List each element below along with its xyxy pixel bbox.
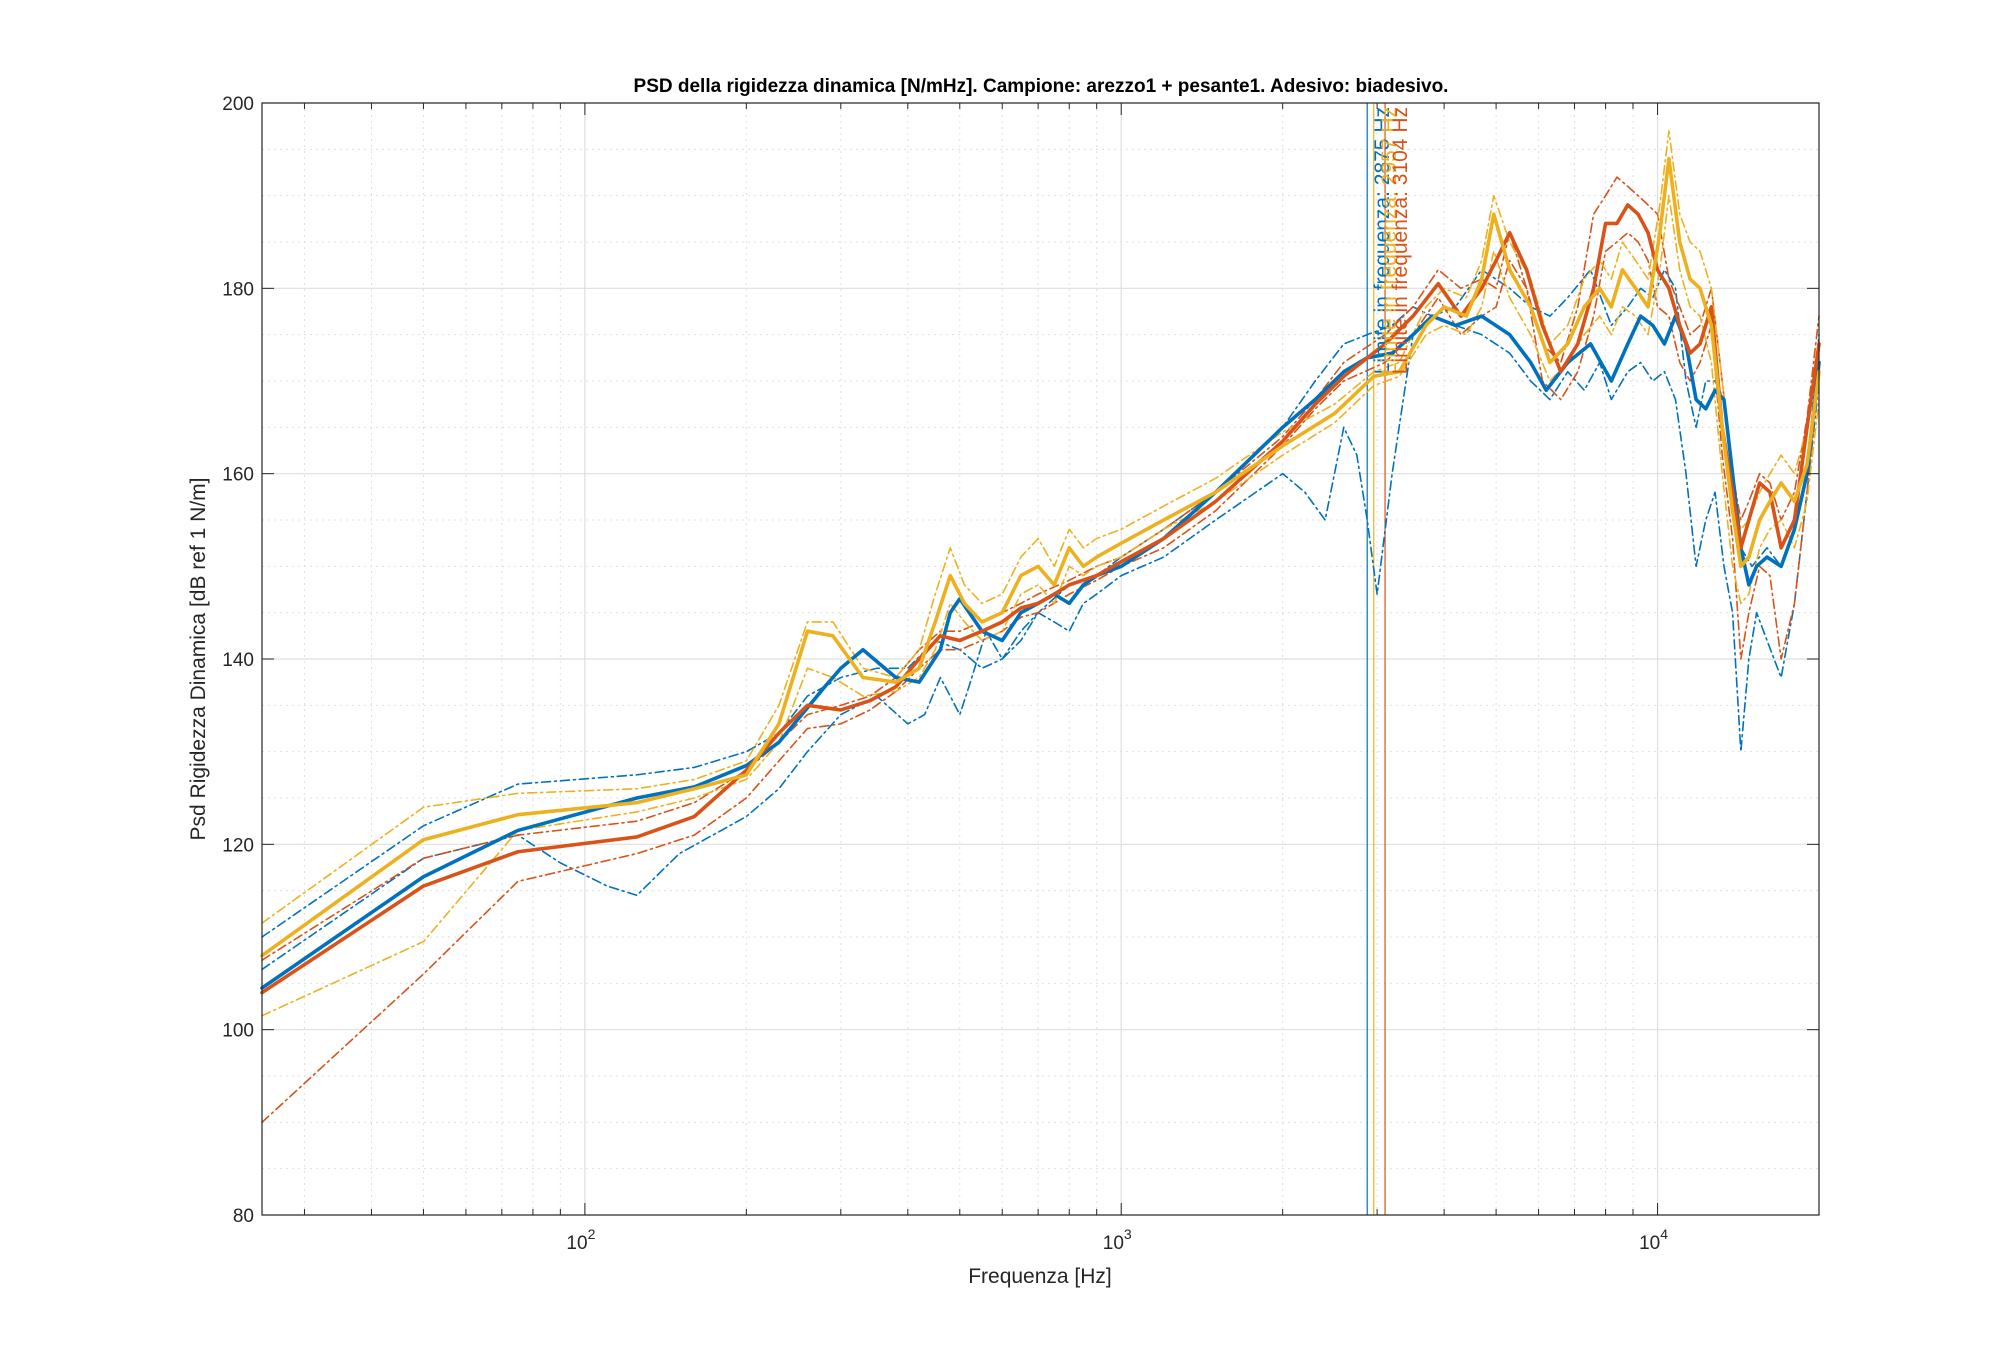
frequency-limit-label: Limite in frequenza: 2875 Hz	[1371, 107, 1394, 374]
annotation-lines	[1366, 103, 1386, 1215]
y-tick-label: 180	[222, 279, 254, 300]
tick-layer: 80 100 120 140 160 180 200 102 103 104	[222, 94, 1820, 1254]
y-axis-label: Psd Rigidezza Dinamica [dB ref 1 N/m]	[187, 478, 210, 841]
frequency-limit-label: Limite in frequenza: 3104 Hz	[1389, 107, 1412, 374]
frequency-limit-label: Limite in frequenza: 2957 Hz	[1378, 107, 1401, 374]
series-layer	[260, 130, 1821, 1124]
series-line-mean	[260, 156, 1821, 958]
y-tick-label: 120	[222, 835, 254, 856]
series-line-mean	[260, 314, 1821, 990]
x-tick-label: 102	[566, 1226, 595, 1254]
y-tick-label: 200	[222, 94, 254, 115]
y-tick-label: 100	[222, 1021, 254, 1042]
y-tick-label: 80	[233, 1206, 254, 1227]
x-tick-label: 103	[1103, 1226, 1132, 1254]
y-tick-label: 160	[222, 465, 254, 486]
y-tick-label: 140	[222, 650, 254, 671]
series-line-sample	[261, 194, 1820, 1017]
x-tick-label: 104	[1639, 1226, 1668, 1254]
chart-title: PSD della rigidezza dinamica [N/mHz]. Ca…	[634, 76, 1449, 97]
x-axis-label: Frequenza [Hz]	[968, 1265, 1112, 1288]
grid-layer	[262, 102, 1820, 1216]
